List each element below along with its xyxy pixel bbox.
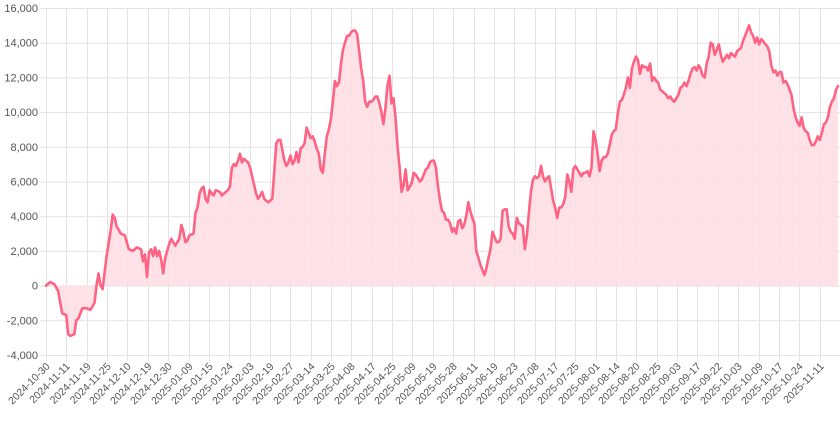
y-tick-label: 14,000: [4, 38, 38, 50]
y-tick-label: 8,000: [10, 142, 38, 154]
y-tick-label: 12,000: [4, 72, 38, 84]
y-axis: -4,000 -2,000 0 2,000 4,000 6,000 8,000 10,000 1…: [4, 3, 38, 362]
line-layer: [44, 24, 840, 338]
x-axis: 2024-10-302024-11-112024-11-192024-11-25…: [6, 361, 827, 408]
y-tick-label: 4,000: [10, 211, 38, 223]
y-tick-label: -4,000: [7, 350, 38, 362]
series-area-fill: [46, 25, 838, 336]
series-line: [44, 24, 840, 338]
y-tick-label: 10,000: [4, 107, 38, 119]
y-tick-label: 6,000: [10, 177, 38, 189]
y-tick-label: 16,000: [4, 3, 38, 15]
area-layer: [46, 25, 838, 336]
y-tick-label: 2,000: [10, 246, 38, 258]
y-tick-label: 0: [32, 281, 38, 293]
y-tick-label: -2,000: [7, 315, 38, 327]
